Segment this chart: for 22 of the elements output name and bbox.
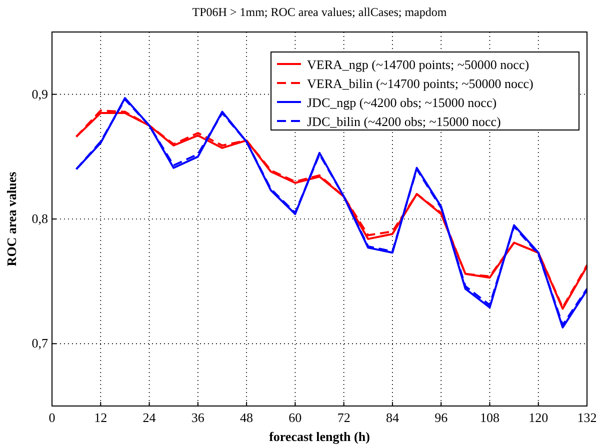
x-axis-title: forecast length (h) [269,429,370,444]
y-tick-label: 0,8 [32,211,48,226]
x-tick-label: 132 [577,410,597,425]
legend-label: VERA_ngp (~14700 points; ~50000 nocc) [307,57,530,72]
legend-label: JDC_ngp (~4200 obs; ~15000 nocc) [307,95,497,110]
x-tick-label: 48 [240,410,254,425]
x-tick-label: 120 [528,410,548,425]
x-tick-label: 36 [191,410,205,425]
x-tick-label: 108 [480,410,500,425]
x-tick-label: 60 [288,410,302,425]
x-tick-label: 12 [94,410,108,425]
legend-label: VERA_bilin (~14700 points; ~50000 nocc) [307,76,534,91]
x-tick-label: 84 [386,410,400,425]
y-axis-title: ROC area values [4,172,19,266]
chart-title: TP06H > 1mm; ROC area values; allCases; mapdom [192,5,448,19]
x-tick-label: 96 [434,410,448,425]
x-tick-label: 24 [142,410,156,425]
y-tick-label: 0,9 [32,86,48,102]
y-tick-label: 0,7 [32,336,48,351]
legend-label: JDC_bilin (~4200 obs; ~15000 nocc) [307,114,501,129]
x-tick-label: 0 [48,410,56,425]
x-tick-label: 72 [337,410,350,425]
